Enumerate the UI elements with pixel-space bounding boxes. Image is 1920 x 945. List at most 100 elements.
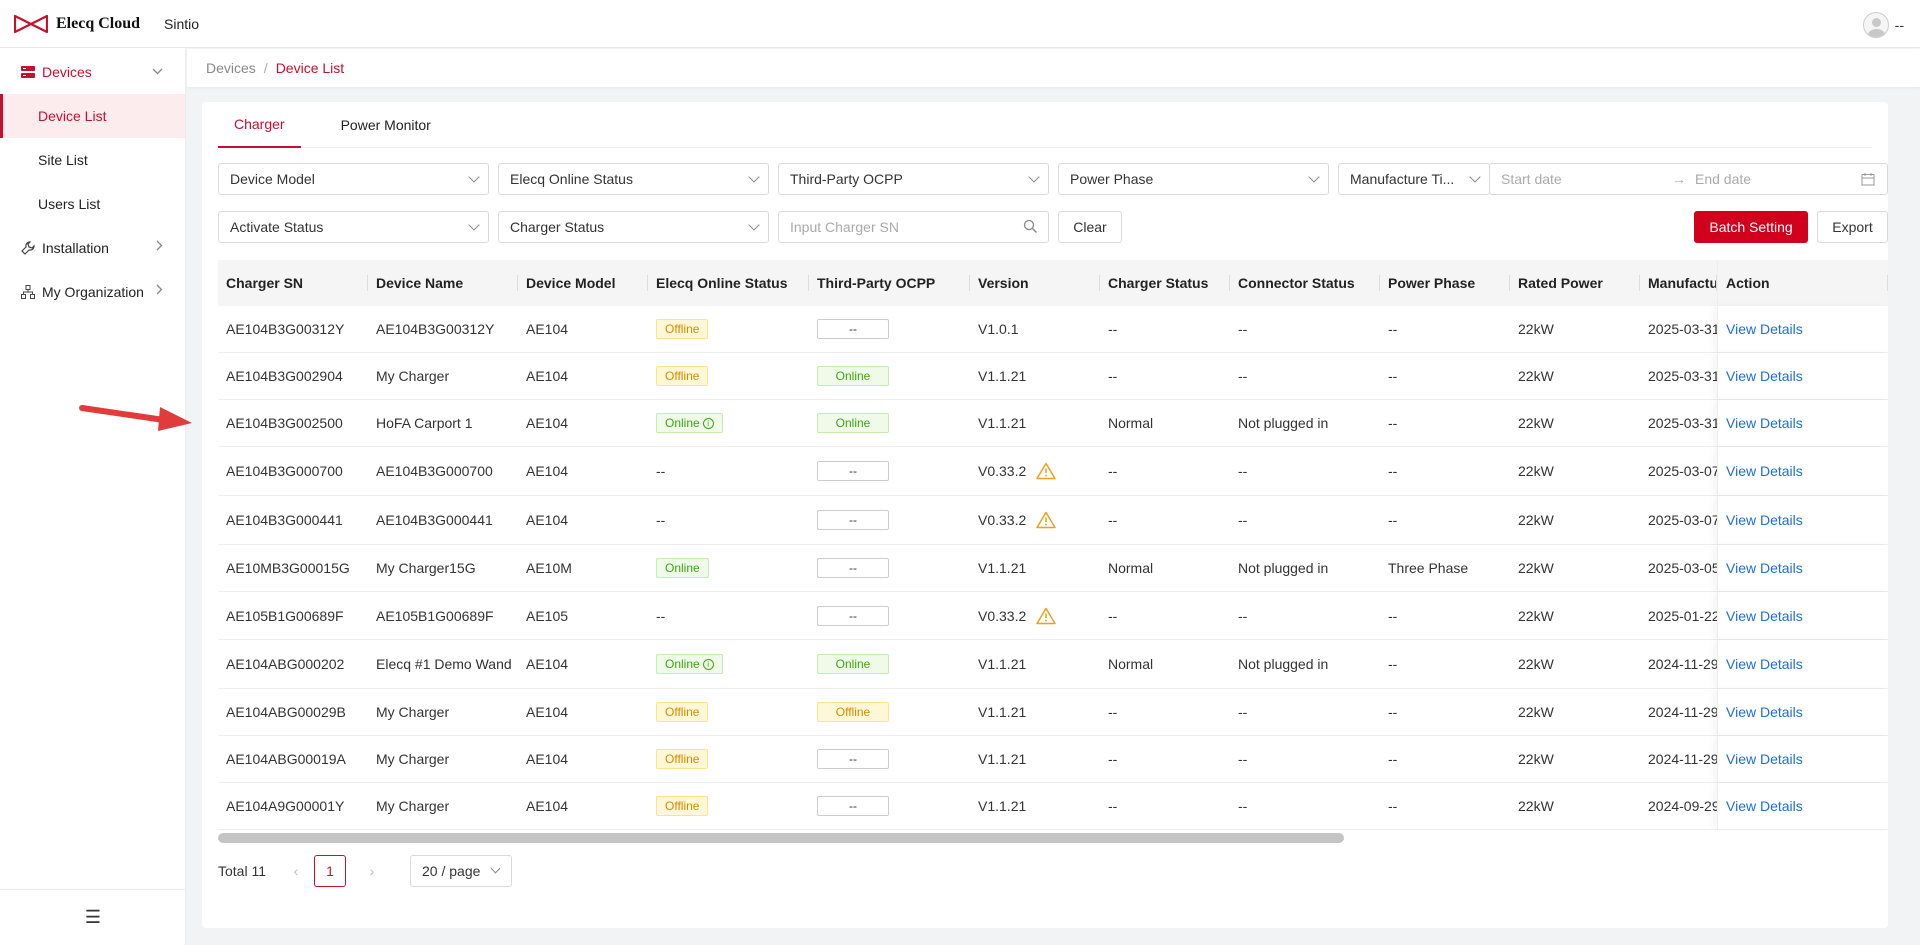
power-phase-cell: -- [1380, 306, 1510, 352]
cell-text: Normal [1108, 656, 1154, 672]
ocpp-select[interactable]: Third-Party OCPP [778, 163, 1049, 195]
cell-text: Offline [665, 799, 700, 813]
view-details-link[interactable]: View Details [1726, 704, 1803, 720]
next-page-button[interactable]: › [369, 863, 375, 879]
table-row[interactable]: AE104B3G00312Y AE104B3G00312Y AE104 Offline… [218, 306, 1888, 353]
page-size-select[interactable]: 20 / page [410, 855, 512, 887]
manufacture-time-select[interactable]: Manufacture Ti... [1338, 163, 1490, 195]
ocpp-badge: Online [817, 654, 889, 674]
sidebar-group-installation[interactable]: Installation [0, 226, 185, 270]
charger-sn-search-input[interactable]: Input Charger SN [778, 211, 1049, 243]
warning-icon[interactable] [1036, 462, 1057, 480]
chevron-right-icon [156, 284, 163, 298]
tab-power-monitor[interactable]: Power Monitor [340, 117, 431, 133]
search-icon[interactable] [1023, 219, 1038, 237]
view-details-link[interactable]: View Details [1726, 798, 1803, 814]
column-header: Rated Power [1510, 260, 1640, 306]
cell-text: 22kW [1518, 656, 1554, 672]
charger-status-select[interactable]: Charger Status [498, 211, 769, 243]
cell-text: AE104 [526, 704, 569, 720]
date-range-picker[interactable]: Start date → End date [1489, 163, 1888, 195]
table-row[interactable]: AE104B3G000700 AE104B3G000700 AE104 -- -- V0.… [218, 447, 1888, 496]
brand-logo[interactable]: Elecq Cloud [14, 14, 140, 33]
view-details-link[interactable]: View Details [1726, 607, 1803, 624]
table-row[interactable]: AE10MB3G00015G My Charger15G AE10M Online --… [218, 545, 1888, 592]
manufacture-date-cell: 2024-11-29 [1640, 640, 1717, 688]
batch-setting-button[interactable]: Batch Setting [1694, 211, 1808, 243]
scrollbar-thumb[interactable] [218, 833, 1344, 843]
view-details-link[interactable]: View Details [1726, 512, 1803, 528]
ocpp-status-cell: -- [809, 736, 970, 782]
column-header: Action [1717, 260, 1888, 306]
page-1-button[interactable]: 1 [314, 855, 346, 887]
ocpp-badge: Online [817, 366, 889, 386]
device-model-select[interactable]: Device Model [218, 163, 489, 195]
view-details-link[interactable]: View Details [1726, 560, 1803, 576]
cell-text: -- [1108, 463, 1118, 479]
online-status-select[interactable]: Elecq Online Status [498, 163, 769, 195]
status-badge: Online i [656, 413, 723, 433]
horizontal-scrollbar[interactable] [218, 833, 1888, 843]
online-status-cell: Offline [648, 783, 809, 829]
calendar-icon [1861, 172, 1875, 189]
table-row[interactable]: AE104ABG00029B My Charger AE104 Offline Offl… [218, 689, 1888, 736]
sidebar-group-devices[interactable]: Devices [0, 50, 185, 94]
breadcrumb-parent[interactable]: Devices [206, 60, 256, 76]
device-name-cell: AE104B3G000700 [368, 447, 518, 495]
table-row[interactable]: AE104B3G000441 AE104B3G000441 AE104 -- -- V0.… [218, 496, 1888, 545]
clear-button[interactable]: Clear [1058, 211, 1122, 243]
tab-charger[interactable]: Charger [218, 102, 301, 148]
activate-status-select[interactable]: Activate Status [218, 211, 489, 243]
sidebar-item-device-list[interactable]: Device List [0, 94, 185, 138]
status-badge: Online i [656, 654, 723, 674]
input-placeholder: Input Charger SN [790, 219, 899, 235]
ocpp-badge: -- [817, 319, 889, 339]
table-row[interactable]: AE104B3G002904 My Charger AE104 Offline Onli… [218, 353, 1888, 400]
view-details-link[interactable]: View Details [1726, 463, 1803, 479]
user-name: -- [1894, 17, 1904, 33]
version-cell: V1.1.21 [970, 545, 1100, 591]
info-icon[interactable]: i [702, 417, 714, 429]
cell-text: Offline [665, 369, 700, 383]
cell-text: AE104 [526, 368, 569, 384]
sidebar-item-site-list[interactable]: Site List [38, 152, 88, 168]
action-cell: View Details [1717, 689, 1888, 735]
table-row[interactable]: AE104ABG000202 Elecq #1 Demo Wand AE104 Onl… [218, 640, 1888, 689]
view-details-link[interactable]: View Details [1726, 751, 1803, 767]
prev-page-button[interactable]: ‹ [293, 863, 299, 879]
cell-text: V1.1.21 [978, 415, 1027, 431]
device-list-card: Charger Power Monitor Device Model Elecq… [202, 102, 1888, 928]
table-row[interactable]: AE105B1G00689F AE105B1G00689F AE105 -- -- V0.… [218, 592, 1888, 640]
power-phase-cell: -- [1380, 592, 1510, 639]
cell-text: -- [1238, 607, 1248, 624]
export-button[interactable]: Export [1817, 211, 1888, 243]
cell-text: V1.1.21 [978, 368, 1027, 384]
cell-text: Not plugged in [1238, 656, 1329, 672]
cell-text: Online [665, 416, 700, 430]
user-menu[interactable]: -- [1862, 12, 1904, 38]
collapse-menu-button[interactable]: ☰ [0, 889, 186, 945]
start-date-input[interactable]: Start date [1501, 171, 1562, 187]
ocpp-status-cell: -- [809, 306, 970, 352]
table-row[interactable]: AE104A9G00001Y My Charger AE104 Offline -- V1… [218, 783, 1888, 830]
manufacture-date-cell: 2024-09-29 [1640, 783, 1717, 829]
table-row[interactable]: AE104B3G002500 HoFA Carport 1 AE104 Online i… [218, 400, 1888, 447]
warning-icon[interactable] [1036, 511, 1057, 529]
view-details-link[interactable]: View Details [1726, 321, 1803, 337]
info-icon[interactable]: i [702, 658, 714, 670]
breadcrumb: Devices / Device List [187, 49, 1920, 87]
action-cell: View Details [1717, 447, 1888, 495]
power-phase-select[interactable]: Power Phase [1058, 163, 1329, 195]
table-row[interactable]: AE104ABG00019A My Charger AE104 Offline -- V1… [218, 736, 1888, 783]
view-details-link[interactable]: View Details [1726, 656, 1803, 672]
view-details-link[interactable]: View Details [1726, 415, 1803, 431]
ocpp-status-cell: Online [809, 400, 970, 446]
sidebar-item-users-list[interactable]: Users List [38, 196, 101, 212]
cell-text: AE104ABG00029B [226, 704, 346, 720]
end-date-input[interactable]: End date [1695, 171, 1752, 187]
manufacture-date-cell: 2024-11-29 [1640, 689, 1717, 735]
sidebar-group-my-organization[interactable]: My Organization [0, 270, 185, 314]
warning-icon[interactable] [1036, 607, 1057, 625]
cell-text: -- [1388, 512, 1398, 528]
view-details-link[interactable]: View Details [1726, 368, 1803, 384]
